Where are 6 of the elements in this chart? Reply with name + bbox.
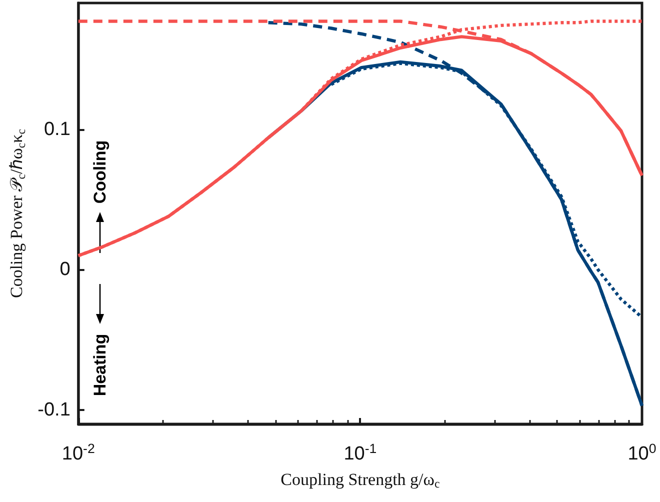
y-tick-label: -0.1	[38, 399, 70, 420]
y-tick-label: 0.1	[44, 118, 70, 140]
y-axis-title: Cooling Power 𝒫c/ℏωcκc	[7, 128, 28, 298]
annotation: Cooling	[90, 140, 110, 204]
y-tick-label: 0	[60, 259, 70, 280]
annotation: Heating	[90, 334, 110, 396]
